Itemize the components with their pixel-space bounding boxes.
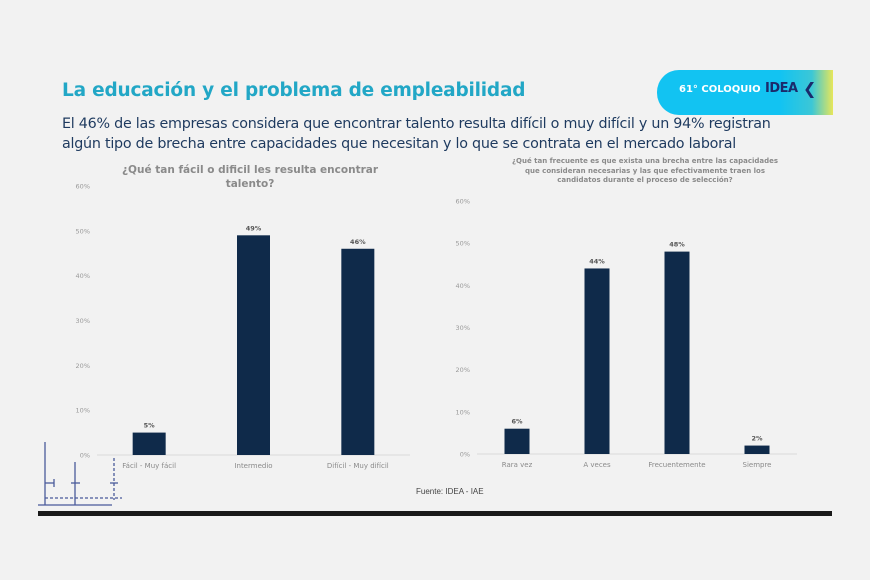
x-tick-label: Siempre	[743, 461, 772, 469]
coloquio-badge: 61° COLOQUIO IDEA ❮	[657, 70, 833, 115]
x-tick-label: Intermedio	[234, 462, 272, 470]
measurement-diagram-icon	[38, 442, 122, 506]
y-tick-label: 40%	[76, 272, 90, 280]
data-label: 2%	[751, 435, 763, 443]
y-tick-label: 40%	[456, 282, 470, 290]
x-tick-label: A veces	[583, 461, 611, 469]
data-label: 6%	[511, 418, 523, 426]
y-tick-label: 20%	[76, 362, 90, 370]
source-note: Fuente: IDEA - IAE	[416, 487, 484, 496]
bottom-divider	[38, 511, 832, 516]
x-tick-label: Frecuentemente	[648, 461, 705, 469]
subtitle-line-2: algún tipo de brecha entre capacidades q…	[62, 135, 737, 152]
y-tick-label: 10%	[76, 407, 90, 415]
bar	[584, 268, 610, 454]
x-tick-label: Rara vez	[502, 461, 533, 469]
chart2-title: ¿Qué tan frecuente es que exista una bre…	[480, 157, 810, 186]
y-tick-label: 30%	[456, 324, 470, 332]
y-tick-label: 20%	[456, 366, 470, 374]
chart2-title-line-2: que consideran necesarias y las que efec…	[525, 166, 765, 175]
y-tick-label: 50%	[76, 227, 90, 235]
data-label: 48%	[669, 241, 685, 249]
data-label: 5%	[144, 422, 156, 430]
chart1-title-line-2: talento?	[225, 178, 275, 190]
chart1-title-line-1: ¿Qué tan fácil o dificil les resulta enc…	[121, 164, 379, 176]
page-subtitle: El 46% de las empresas considera que enc…	[62, 115, 771, 154]
y-tick-label: 60%	[456, 198, 470, 206]
y-tick-label: 10%	[456, 408, 470, 416]
chart1-title: ¿Qué tan fácil o dificil les resulta enc…	[110, 163, 390, 191]
y-tick-label: 0%	[460, 451, 470, 459]
data-label: 44%	[589, 257, 605, 265]
x-tick-label: Fácil - Muy fácil	[122, 462, 176, 470]
bar	[664, 251, 690, 454]
bar	[341, 248, 375, 455]
y-tick-label: 0%	[80, 452, 90, 460]
y-tick-label: 50%	[456, 240, 470, 248]
chevron-left-icon: ❮	[803, 79, 817, 98]
bar	[504, 428, 530, 454]
bar	[132, 432, 166, 455]
chart2-title-line-3: candidatos durante el proceso de selecci…	[557, 176, 733, 184]
idea-logo: IDEA	[765, 81, 798, 96]
chart2-title-line-1: ¿Qué tan frecuente es que exista una bre…	[511, 157, 779, 165]
badge-text: 61° COLOQUIO	[679, 84, 761, 95]
y-tick-label: 60%	[76, 183, 90, 191]
subtitle-line-1: El 46% de las empresas considera que enc…	[62, 116, 771, 132]
x-tick-label: Difícil - Muy difícil	[327, 462, 389, 470]
bar	[237, 235, 270, 455]
bar	[744, 445, 770, 454]
data-label: 49%	[246, 224, 262, 232]
page-title: La educación y el problema de empleabili…	[62, 80, 526, 101]
y-tick-label: 30%	[76, 317, 90, 325]
data-label: 46%	[350, 238, 366, 246]
